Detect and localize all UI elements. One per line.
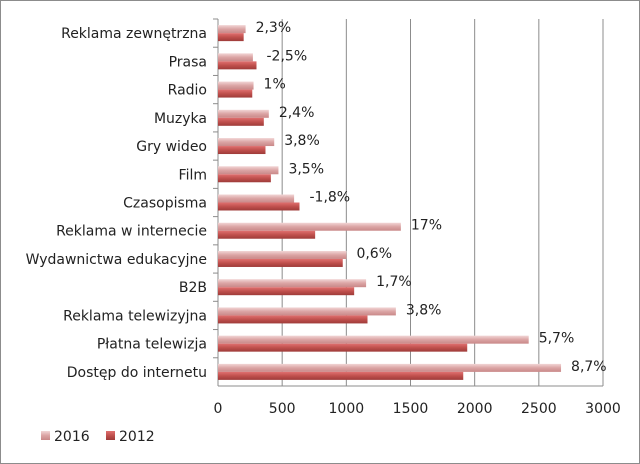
data-label: 1,7% (376, 274, 412, 290)
bar-2016 (218, 279, 367, 288)
bar-2016 (218, 25, 246, 34)
data-label: -2,5% (267, 48, 308, 64)
x-tick-label: 1500 (393, 401, 429, 417)
bar-2016 (218, 222, 401, 231)
bar-2012 (218, 146, 266, 155)
y-tick-label: Muzyka (154, 111, 207, 127)
bar-2016 (218, 166, 279, 175)
y-tick-label: Dostęp do internetu (67, 365, 207, 381)
data-label: 5,7% (539, 331, 575, 347)
y-tick-label: Reklama zewnętrzna (61, 26, 207, 42)
x-tick-label: 1000 (329, 401, 365, 417)
x-tick-label: 2000 (457, 401, 493, 417)
data-label: 1% (264, 77, 286, 93)
x-tick-label: 2500 (521, 401, 557, 417)
bar-2012 (218, 61, 257, 70)
y-tick-label: Gry wideo (136, 139, 207, 155)
bar-2016 (218, 81, 254, 90)
x-tick-label: 500 (269, 401, 296, 417)
data-label: 17% (411, 218, 442, 234)
bar-2016 (218, 138, 275, 147)
y-tick-label: B2B (179, 280, 207, 296)
y-tick-label: Reklama w internecie (56, 224, 207, 240)
x-tick-label: 0 (214, 401, 223, 417)
bar-2012 (218, 117, 264, 126)
y-tick-label: Reklama telewizyjna (63, 308, 207, 324)
bar-2012 (218, 371, 464, 380)
legend-swatch-2016 (41, 431, 50, 440)
bar-2012 (218, 33, 244, 42)
data-label: 8,7% (571, 359, 607, 375)
data-label: 3,8% (284, 133, 320, 149)
y-tick-label: Czasopisma (123, 196, 207, 212)
x-tick-label: 3000 (585, 401, 621, 417)
y-tick-label: Płatna telewizja (97, 337, 207, 353)
bar-2012 (218, 287, 355, 296)
bar-2016 (218, 335, 529, 344)
bar-2016 (218, 250, 347, 259)
y-tick-label: Radio (168, 83, 207, 99)
data-label: 2,4% (279, 105, 315, 121)
bar-2012 (218, 174, 271, 183)
y-tick-label: Wydawnictwa edukacyjne (26, 252, 207, 268)
bar-2012 (218, 89, 253, 98)
bar-2016 (218, 307, 396, 316)
bar-2012 (218, 315, 368, 324)
y-tick-label: Film (179, 167, 207, 183)
bar-2016 (218, 363, 562, 372)
data-label: 0,6% (356, 246, 392, 262)
legend-swatch-2012 (106, 431, 115, 440)
bar-2012 (218, 258, 343, 267)
data-label: 3,8% (406, 302, 442, 318)
y-tick-label: Prasa (169, 54, 207, 70)
legend-label: 2016 (54, 429, 90, 445)
bar-2012 (218, 230, 316, 239)
bar-2016 (218, 109, 269, 118)
data-label: 3,5% (288, 161, 324, 177)
bar-2016 (218, 194, 295, 203)
data-label: 2,3% (256, 20, 292, 36)
legend-label: 2012 (119, 429, 155, 445)
bar-2012 (218, 202, 300, 211)
data-label: -1,8% (309, 190, 350, 206)
bar-2012 (218, 343, 468, 352)
bar-2016 (218, 53, 253, 62)
